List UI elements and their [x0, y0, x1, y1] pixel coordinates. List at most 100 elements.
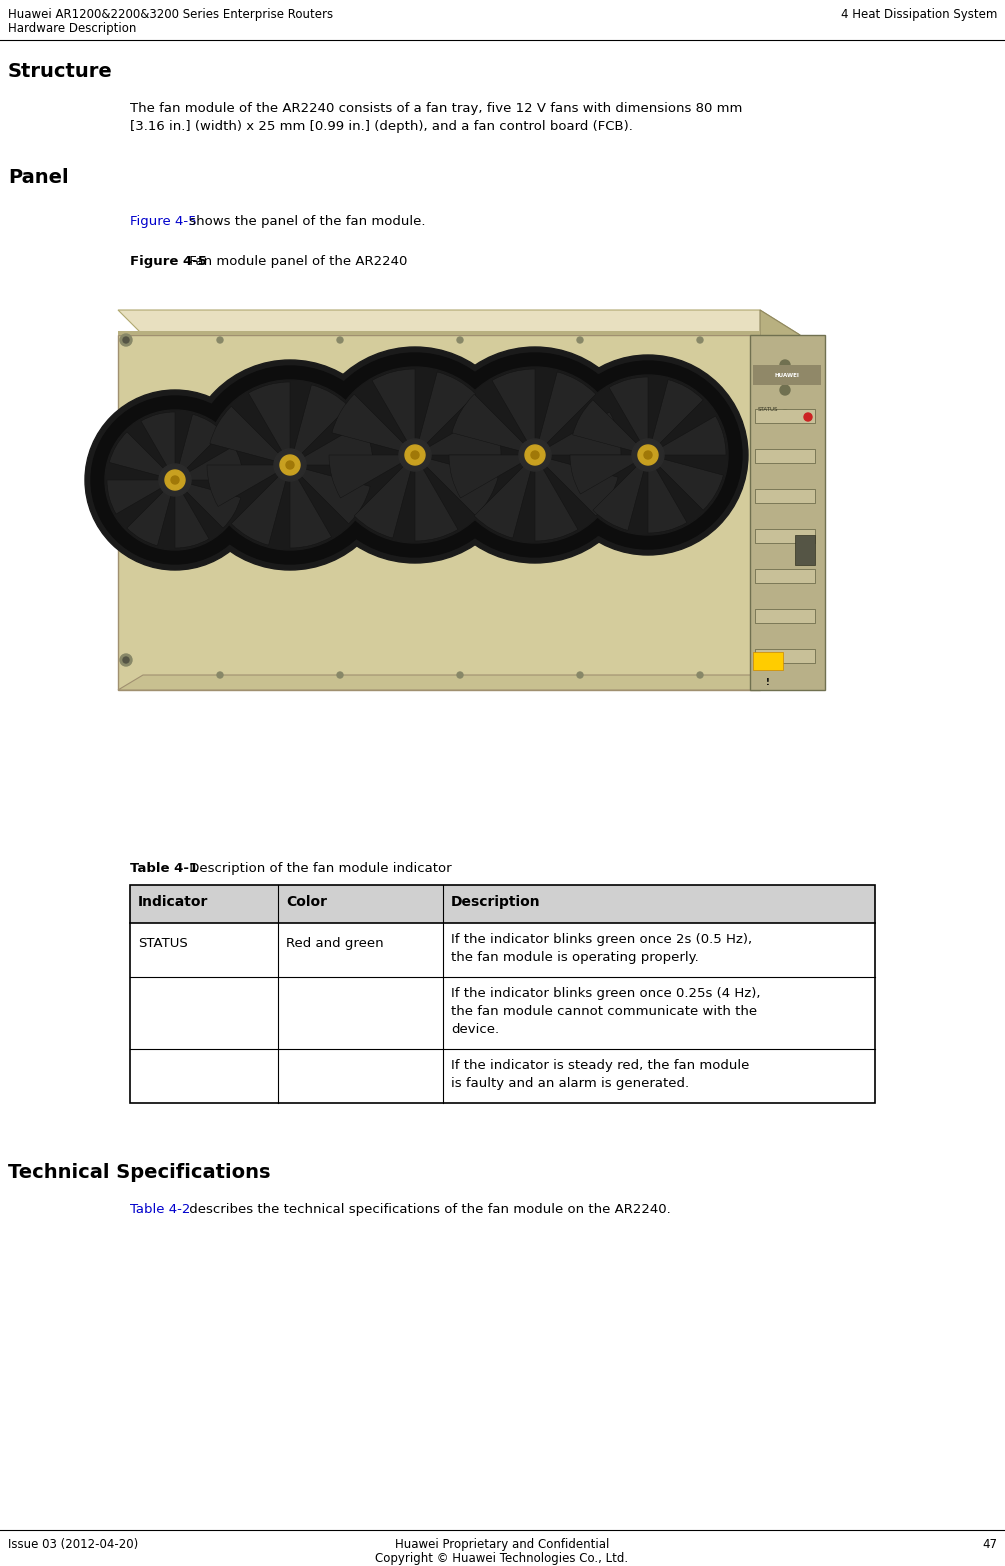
Polygon shape — [760, 310, 800, 691]
Circle shape — [780, 360, 790, 370]
Text: Figure 4-5: Figure 4-5 — [130, 255, 207, 268]
Circle shape — [697, 337, 703, 343]
Circle shape — [548, 355, 748, 554]
Wedge shape — [332, 395, 415, 456]
Bar — [753, 651, 783, 670]
Wedge shape — [609, 377, 648, 456]
Text: If the indicator is steady red, the fan module
is faulty and an alarm is generat: If the indicator is steady red, the fan … — [451, 1059, 750, 1090]
Circle shape — [159, 464, 191, 496]
Bar — [750, 335, 825, 691]
Wedge shape — [492, 370, 535, 456]
Bar — [755, 529, 815, 543]
Circle shape — [205, 381, 375, 550]
Text: The fan module of the AR2240 consists of a fan tray, five 12 V fans with dimensi: The fan module of the AR2240 consists of… — [130, 102, 743, 114]
Circle shape — [120, 334, 132, 346]
Circle shape — [568, 374, 728, 536]
Circle shape — [120, 655, 132, 666]
Bar — [755, 609, 815, 623]
Text: If the indicator blinks green once 0.25s (4 Hz),
the fan module cannot communica: If the indicator blinks green once 0.25s… — [451, 987, 761, 1037]
Text: [3.16 in.] (width) x 25 mm [0.99 in.] (depth), and a fan control board (FCB).: [3.16 in.] (width) x 25 mm [0.99 in.] (d… — [130, 121, 633, 133]
Wedge shape — [415, 412, 501, 456]
Text: Technical Specifications: Technical Specifications — [8, 1164, 270, 1182]
Circle shape — [286, 460, 294, 468]
Circle shape — [274, 449, 306, 481]
Text: Description of the fan module indicator: Description of the fan module indicator — [185, 861, 451, 875]
Text: Copyright © Huawei Technologies Co., Ltd.: Copyright © Huawei Technologies Co., Ltd… — [376, 1552, 628, 1564]
Text: describes the technical specifications of the fan module on the AR2240.: describes the technical specifications o… — [185, 1203, 670, 1217]
Wedge shape — [648, 379, 704, 456]
Circle shape — [85, 390, 265, 570]
Wedge shape — [290, 465, 332, 548]
Bar — [753, 365, 821, 385]
Text: STATUS: STATUS — [758, 407, 779, 412]
Bar — [130, 885, 875, 1102]
Wedge shape — [175, 446, 243, 481]
Wedge shape — [535, 412, 621, 456]
Circle shape — [337, 672, 343, 678]
Circle shape — [280, 456, 300, 474]
Text: Color: Color — [286, 896, 327, 908]
Bar — [755, 409, 815, 423]
Wedge shape — [210, 406, 290, 465]
Circle shape — [185, 360, 395, 570]
Wedge shape — [535, 373, 596, 456]
Circle shape — [531, 451, 539, 459]
Circle shape — [638, 445, 658, 465]
Wedge shape — [648, 456, 724, 511]
Wedge shape — [290, 385, 349, 465]
Wedge shape — [290, 423, 373, 465]
Polygon shape — [118, 310, 800, 335]
Wedge shape — [573, 399, 648, 456]
Wedge shape — [452, 395, 535, 456]
Text: Structure: Structure — [8, 63, 113, 81]
Text: Table 4-2: Table 4-2 — [130, 1203, 190, 1217]
Wedge shape — [175, 415, 223, 481]
Text: Red and green: Red and green — [286, 936, 384, 951]
Circle shape — [123, 658, 129, 662]
Wedge shape — [570, 456, 648, 493]
Wedge shape — [593, 456, 648, 531]
Text: Huawei Proprietary and Confidential: Huawei Proprietary and Confidential — [395, 1538, 609, 1550]
Text: Figure 4-5: Figure 4-5 — [130, 215, 197, 229]
Circle shape — [123, 337, 129, 343]
Text: 4 Heat Dissipation System: 4 Heat Dissipation System — [840, 8, 997, 20]
Bar — [755, 648, 815, 662]
Circle shape — [457, 337, 463, 343]
Text: Hardware Description: Hardware Description — [8, 22, 137, 34]
Circle shape — [105, 410, 245, 550]
Wedge shape — [535, 456, 578, 540]
Wedge shape — [231, 465, 290, 545]
Circle shape — [313, 352, 517, 557]
Circle shape — [697, 672, 703, 678]
Text: !: ! — [766, 678, 770, 687]
Bar — [100, 272, 870, 716]
Text: Description: Description — [451, 896, 541, 908]
Text: If the indicator blinks green once 2s (0.5 Hz),
the fan module is operating prop: If the indicator blinks green once 2s (0… — [451, 933, 752, 965]
Circle shape — [337, 337, 343, 343]
Text: Panel: Panel — [8, 168, 68, 186]
Bar — [118, 335, 760, 691]
Text: Issue 03 (2012-04-20): Issue 03 (2012-04-20) — [8, 1538, 139, 1550]
Wedge shape — [175, 481, 209, 548]
Bar — [755, 489, 815, 503]
Circle shape — [447, 366, 623, 543]
Wedge shape — [474, 456, 535, 539]
Wedge shape — [141, 412, 175, 481]
Circle shape — [171, 476, 179, 484]
Bar — [130, 977, 875, 1049]
Circle shape — [165, 470, 185, 490]
Wedge shape — [207, 465, 290, 506]
Text: HUAWEI: HUAWEI — [775, 373, 799, 377]
Circle shape — [327, 366, 502, 543]
Bar — [755, 449, 815, 464]
Circle shape — [554, 362, 742, 550]
Wedge shape — [449, 456, 535, 498]
Circle shape — [307, 348, 523, 564]
Text: Huawei AR1200&2200&3200 Series Enterprise Routers: Huawei AR1200&2200&3200 Series Enterpris… — [8, 8, 333, 20]
Circle shape — [411, 451, 419, 459]
Circle shape — [217, 672, 223, 678]
Polygon shape — [118, 675, 800, 691]
Circle shape — [191, 366, 389, 564]
Polygon shape — [795, 536, 815, 565]
Circle shape — [519, 438, 551, 471]
